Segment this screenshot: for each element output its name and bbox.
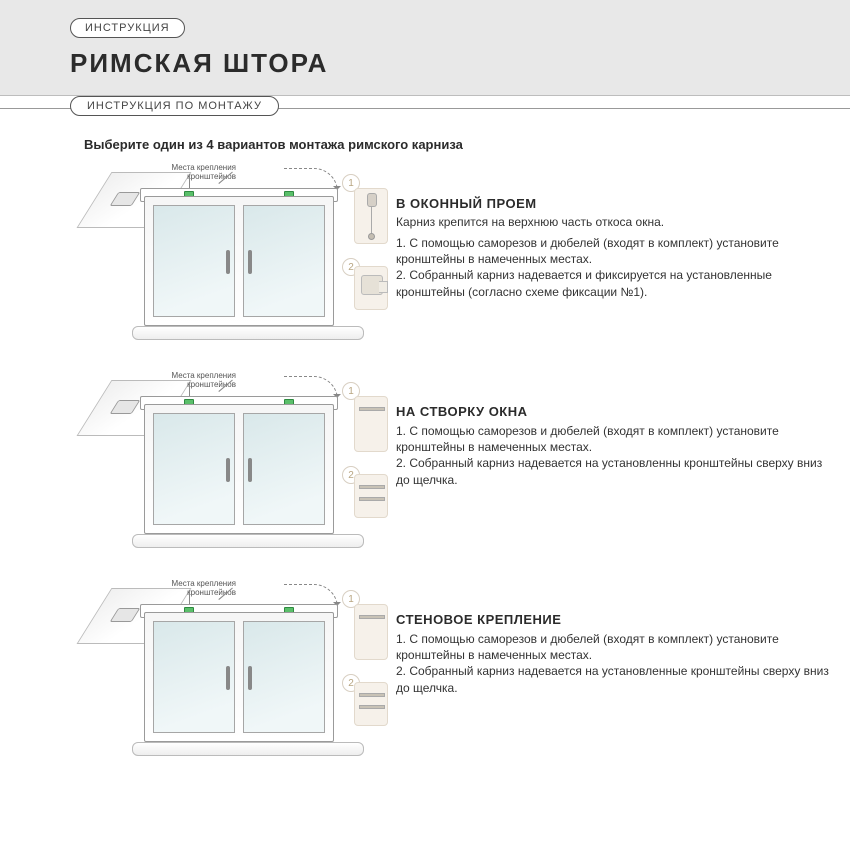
handle-icon (248, 666, 252, 690)
text-2: НА СТВОРКУ ОКНА 1. С помощью саморезов и… (396, 374, 850, 488)
detail-panel-1 (354, 396, 388, 452)
instruction-pill: ИНСТРУКЦИЯ (70, 18, 185, 38)
window-sash (243, 205, 325, 317)
window-sash (243, 413, 325, 525)
section-body: 1. С помощью саморезов и дюбелей (входят… (396, 631, 830, 696)
section-body: 1. С помощью саморезов и дюбелей (входят… (396, 423, 830, 488)
rail-icon (359, 497, 385, 501)
clip-icon (361, 275, 383, 295)
section-title: НА СТВОРКУ ОКНА (396, 404, 830, 419)
header: ИНСТРУКЦИЯ РИМСКАЯ ШТОРА (0, 0, 850, 96)
rail-icon (359, 693, 385, 697)
detail-panel-1 (354, 604, 388, 660)
window-sash (153, 413, 235, 525)
window-sill (132, 326, 364, 340)
rail-icon (359, 485, 385, 489)
window-frame (144, 612, 334, 742)
detail-panel-2 (354, 266, 388, 310)
handle-icon (226, 250, 230, 274)
window-frame (144, 404, 334, 534)
handle-icon (226, 458, 230, 482)
window-sash (153, 205, 235, 317)
window-sash (153, 621, 235, 733)
rail-icon (359, 407, 385, 411)
rail-icon (359, 705, 385, 709)
page-title: РИМСКАЯ ШТОРА (70, 48, 850, 79)
section-body: 1. С помощью саморезов и дюбелей (входят… (396, 235, 830, 300)
section-3: Места креплениякронштейнов 1 2 СТЕНОВ (84, 582, 850, 772)
subtitle-pill: ИНСТРУКЦИЯ ПО МОНТАЖУ (70, 96, 279, 116)
text-3: СТЕНОВОЕ КРЕПЛЕНИЕ 1. С помощью саморезо… (396, 582, 850, 696)
weight-icon (368, 233, 375, 240)
window-sill (132, 742, 364, 756)
diagram-3: Места креплениякронштейнов 1 2 (84, 582, 374, 772)
subtitle-row: ИНСТРУКЦИЯ ПО МОНТАЖУ (0, 95, 850, 123)
diagram-2: Места креплениякронштейнов 1 2 (84, 374, 374, 564)
diagram-1: Места креплениякронштейнов 1 2 (84, 166, 374, 356)
handle-icon (248, 458, 252, 482)
detail-panel-2 (354, 682, 388, 726)
window-sash (243, 621, 325, 733)
window-frame (144, 196, 334, 326)
text-1: В ОКОННЫЙ ПРОЕМ Карниз крепится на верхн… (396, 166, 850, 300)
section-title: СТЕНОВОЕ КРЕПЛЕНИЕ (396, 612, 830, 627)
section-sub: Карниз крепится на верхнюю часть откоса … (396, 215, 830, 229)
cord-icon (371, 207, 372, 235)
window-sill (132, 534, 364, 548)
detail-panel-1 (354, 188, 388, 244)
handle-icon (226, 666, 230, 690)
handle-icon (248, 250, 252, 274)
intro-text: Выберите один из 4 вариантов монтажа рим… (84, 137, 850, 152)
anchor-icon (367, 193, 377, 207)
rail-icon (359, 615, 385, 619)
section-1: Места креплениякронштейнов 1 2 (84, 166, 850, 356)
detail-panel-2 (354, 474, 388, 518)
section-2: Места креплениякронштейнов 1 2 НА СТВ (84, 374, 850, 564)
section-title: В ОКОННЫЙ ПРОЕМ (396, 196, 830, 211)
